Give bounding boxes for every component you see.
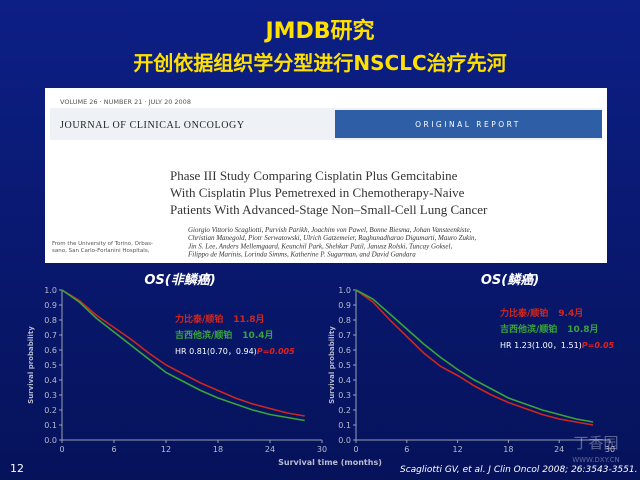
annotation: 力比泰/顺铂 11.8月 [175, 313, 265, 325]
p-text: P=0.05 [582, 341, 615, 350]
x-tick-label: 6 [111, 445, 116, 454]
y-tick-label: 0.6 [338, 346, 351, 355]
y-tick-label: 0.4 [338, 376, 351, 385]
affiliation-line: From the University of Torino, Orbas- [52, 241, 153, 247]
watermark-url: WWW.DXY.CN [572, 456, 620, 464]
journal-name: JOURNAL OF CLINICAL ONCOLOGY [60, 120, 245, 131]
survival-curve [61, 289, 305, 417]
y-tick-label: 0.4 [44, 376, 57, 385]
citation: Scagliotti GV, et al. J Clin Oncol 2008;… [400, 465, 637, 475]
annotation: 吉西他滨/顺铂 10.4月 [175, 329, 274, 341]
x-tick-label: 30 [605, 445, 615, 454]
y-tick-label: 0.0 [44, 436, 57, 445]
series-name: 力比泰/顺铂 [500, 307, 548, 319]
affiliation-line: sano, San Carlo-Forlanini Hospitals, [52, 248, 150, 254]
slide-title: JMDB研究 [263, 18, 374, 44]
article-authors: Giorgio Vittorio Scagliotti, Purvish Par… [187, 226, 477, 259]
slide-subtitle: 开创依据组织学分型进行NSCLC治疗先河 [133, 51, 506, 75]
article-affiliation: From the University of Torino, Orbas-san… [52, 241, 153, 254]
y-tick-label: 0.1 [338, 421, 351, 430]
y-tick-label: 0.9 [44, 301, 57, 310]
volume-line: VOLUME 26 · NUMBER 21 · JULY 20 2008 [60, 98, 191, 106]
survival-curve [355, 289, 594, 423]
median-label: 9.4月 [558, 308, 583, 319]
section-band [335, 110, 602, 138]
series-name: 吉西他滨/顺铂 [175, 329, 232, 341]
x-tick-label: 0 [59, 445, 64, 454]
x-tick-label: 18 [213, 445, 223, 454]
author-line: Jin S. Lee, Anders Mellemgaard, Keunchil… [188, 242, 452, 250]
article-title: Phase III Study Comparing Cisplatin Plus… [170, 168, 488, 217]
km-chart: 0.0 0.1 0.2 0.3 0.4 0.5 0.6 0.7 0.8 0.9 1.0 0 6 12 18 2… [27, 272, 327, 454]
y-tick-label: 0.7 [44, 331, 57, 340]
chart-title: OS(非鳞癌) [144, 272, 215, 288]
hr-text: HR 1.23(1.00，1.51) [500, 341, 582, 350]
y-tick-label: 0.3 [44, 391, 57, 400]
median-label: 10.8月 [567, 324, 598, 335]
y-tick-label: 1.0 [44, 286, 57, 295]
article-panel: VOLUME 26 · NUMBER 21 · JULY 20 2008 JOU… [45, 88, 607, 263]
y-tick-label: 0.8 [44, 316, 57, 325]
y-tick-label: 0.3 [338, 391, 351, 400]
y-tick-label: 0.9 [338, 301, 351, 310]
x-tick-label: 6 [404, 445, 409, 454]
y-tick-label: 0.6 [44, 346, 57, 355]
y-tick-label: 0.2 [338, 406, 351, 415]
article-title-line: Phase III Study Comparing Cisplatin Plus… [170, 168, 458, 183]
y-tick-label: 0.1 [44, 421, 57, 430]
y-tick-label: 0.0 [338, 436, 351, 445]
author-line: Giorgio Vittorio Scagliotti, Purvish Par… [188, 226, 472, 234]
x-axis-label: Survival time (months) [278, 458, 382, 467]
y-tick-label: 0.5 [44, 361, 57, 370]
y-tick-label: 0.5 [338, 361, 351, 370]
median-label: 10.4月 [242, 330, 273, 341]
x-tick-label: 12 [161, 445, 171, 454]
hr-text: HR 0.81(0.70，0.94) [175, 347, 257, 356]
article-title-line: With Cisplatin Plus Pemetrexed in Chemot… [170, 185, 465, 200]
author-line: Filippo de Marinis, Lorinda Simms, Kathe… [187, 251, 416, 259]
hr-annotation: HR 1.23(1.00，1.51)P=0.05 [500, 341, 615, 350]
x-tick-label: 12 [453, 445, 463, 454]
x-tick-label: 24 [554, 445, 564, 454]
survival-curve [355, 289, 594, 426]
watermark: 丁香园 [573, 434, 618, 452]
y-axis-label: Survival probability [328, 326, 336, 404]
y-tick-label: 1.0 [338, 286, 351, 295]
km-chart: 0.0 0.1 0.2 0.3 0.4 0.5 0.6 0.7 0.8 0.9 1.0 0 6 12 18 2… [328, 272, 615, 454]
x-tick-label: 18 [503, 445, 513, 454]
series-name: 力比泰/顺铂 [175, 313, 223, 325]
series-name: 吉西他滨/顺铂 [500, 323, 557, 335]
y-tick-label: 0.2 [44, 406, 57, 415]
annotation: 吉西他滨/顺铂 10.8月 [500, 323, 599, 335]
median-label: 11.8月 [233, 314, 264, 325]
x-tick-label: 0 [353, 445, 358, 454]
page-number: 12 [10, 462, 24, 475]
y-axis-label: Survival probability [27, 326, 35, 404]
annotation: 力比泰/顺铂 9.4月 [500, 307, 583, 319]
y-tick-label: 0.7 [338, 331, 351, 340]
author-line: Christian Manegold, Piotr Serwatowski, U… [188, 234, 477, 242]
x-tick-label: 24 [265, 445, 275, 454]
chart-title: OS(鳞癌) [481, 272, 539, 288]
p-text: P=0.005 [257, 347, 295, 356]
section-name: ORIGINAL REPORT [415, 120, 521, 129]
hr-annotation: HR 0.81(0.70，0.94)P=0.005 [175, 347, 295, 356]
article-title-line: Patients With Advanced-Stage Non–Small-C… [170, 202, 488, 217]
y-tick-label: 0.8 [338, 316, 351, 325]
survival-curve [61, 289, 305, 422]
x-tick-label: 30 [317, 445, 327, 454]
charts: 0.0 0.1 0.2 0.3 0.4 0.5 0.6 0.7 0.8 0.9 1.0 0 6 12 18 2… [27, 272, 615, 454]
